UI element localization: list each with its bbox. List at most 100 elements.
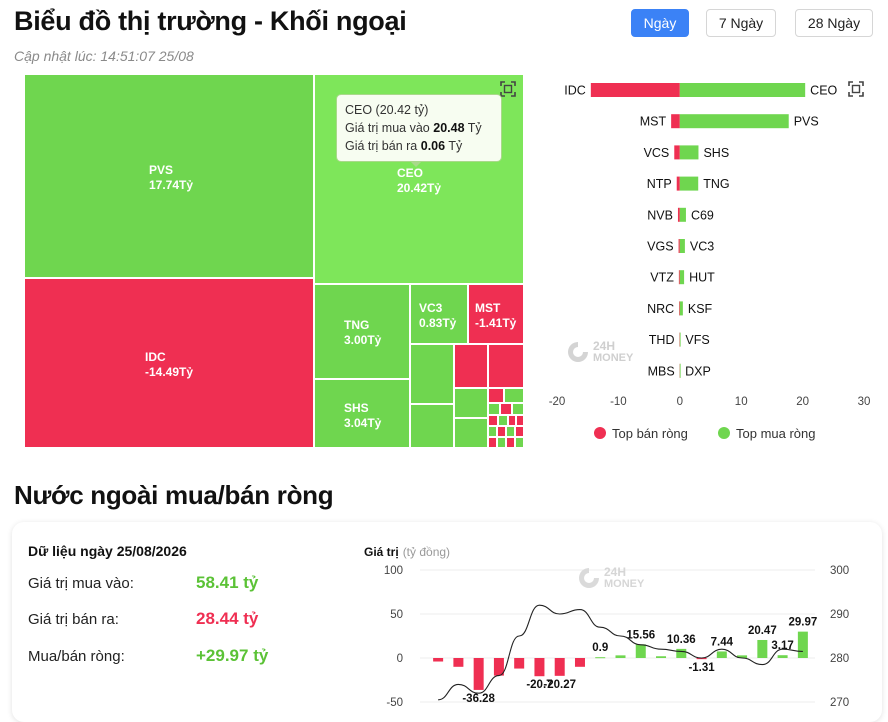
tile-small[interactable]: [515, 437, 524, 448]
money-logo-icon: [568, 342, 588, 362]
sell-value-label: Giá trị bán ra:: [28, 611, 119, 628]
page-title: Biểu đồ thị trường - Khối ngoại: [14, 6, 407, 36]
tile-small[interactable]: [515, 426, 524, 437]
tab-day[interactable]: Ngày: [631, 9, 689, 37]
net-value-label: Mua/bán ròng:: [28, 648, 125, 665]
treemap-tooltip: CEO (20.42 tỷ) Giá trị mua vào 20.48 Tỷ …: [336, 94, 502, 162]
sell-bar: [674, 145, 680, 160]
tile-code: TNG: [344, 318, 370, 332]
buy-label: KSF: [688, 302, 713, 316]
tile-mst[interactable]: MST -1.41Tỷ: [468, 284, 524, 344]
buy-bar: [679, 83, 806, 97]
legend-sell-marker: [594, 427, 606, 439]
tile-value: 17.74Tỷ: [149, 178, 194, 192]
sell-bar: [590, 83, 680, 97]
tile-small[interactable]: [500, 403, 512, 415]
tile-small[interactable]: [497, 426, 506, 437]
tile-small[interactable]: [454, 418, 488, 448]
tile-small[interactable]: [454, 344, 488, 388]
sell-label: NTP: [647, 177, 672, 191]
expand-icon[interactable]: [847, 80, 865, 98]
buy-value: 58.41 tỷ: [196, 573, 259, 592]
sell-label: THD: [649, 333, 675, 347]
tile-value: 20.42Tỷ: [397, 181, 442, 195]
tile-small[interactable]: [498, 415, 508, 426]
net-value: +29.97 tỷ: [196, 646, 269, 665]
tile-small[interactable]: [504, 388, 524, 403]
sell-bar: [678, 270, 680, 285]
net-bar: [737, 655, 748, 658]
x-tick-label: -20: [549, 396, 566, 408]
tile-small[interactable]: [488, 388, 504, 403]
tile-small[interactable]: [410, 404, 454, 448]
tile-small[interactable]: [410, 344, 454, 404]
tile-small[interactable]: [488, 403, 500, 415]
net-bar: [554, 658, 565, 676]
tile-vc3[interactable]: VC3 0.83Tỷ: [410, 284, 468, 344]
tile-code: PVS: [149, 163, 174, 177]
buy-value-label: Giá trị mua vào:: [28, 575, 134, 592]
expand-icon[interactable]: [499, 80, 517, 98]
net-bar: [757, 639, 768, 658]
sell-label: VGS: [647, 240, 673, 254]
watermark-line-1: 24H: [593, 339, 616, 353]
net-date-label: Dữ liệu ngày 25/08/2026: [28, 543, 187, 559]
bar-data-label: 0.9: [592, 642, 608, 654]
net-bar: [453, 658, 464, 667]
buy-bar: [679, 363, 681, 378]
net-bar: [797, 631, 808, 658]
tile-tng[interactable]: TNG 3.00Tỷ: [314, 284, 410, 379]
net-section-title: Nước ngoài mua/bán ròng: [14, 480, 334, 510]
buy-bar: [679, 207, 686, 222]
sell-label: VCS: [644, 146, 670, 160]
tile-small[interactable]: [516, 415, 524, 426]
bar-data-label: 7.44: [711, 636, 734, 648]
tile-small[interactable]: [488, 426, 497, 437]
legend-buy-label: Top mua ròng: [736, 426, 816, 441]
tile-small[interactable]: [497, 437, 506, 448]
buy-bar: [679, 114, 789, 129]
tile-shs[interactable]: SHS 3.04Tỷ: [314, 379, 410, 448]
tile-pvs[interactable]: PVS 17.74Tỷ: [24, 74, 314, 278]
tile-value: 3.04Tỷ: [344, 416, 382, 430]
buy-bar: [679, 176, 699, 191]
watermark-line-2: MONEY: [593, 352, 634, 364]
tile-small[interactable]: [454, 388, 488, 418]
watermark-line-1: 24H: [604, 565, 627, 579]
tab-7-days[interactable]: 7 Ngày: [706, 9, 776, 37]
net-bar: [595, 657, 606, 659]
net-bar: [534, 658, 545, 677]
tile-small[interactable]: [508, 415, 516, 426]
tile-value: 0.83Tỷ: [419, 316, 457, 330]
tile-small[interactable]: [488, 437, 497, 448]
bar-data-label: 20.47: [748, 625, 777, 637]
tile-small[interactable]: [488, 415, 498, 426]
tile-code: MST: [475, 301, 501, 315]
sell-label: MST: [640, 115, 667, 129]
net-bar: [635, 644, 646, 658]
tile-small[interactable]: [488, 344, 524, 388]
tile-small[interactable]: [506, 437, 515, 448]
sell-label: MBS: [648, 364, 675, 378]
buy-label: DXP: [685, 364, 711, 378]
top-net-bar-chart: IDC CEO MST PVS VCS SHS NTP TNG NVB C69 VGS VC3 VTZ H…: [549, 83, 871, 441]
tile-small[interactable]: [506, 426, 515, 437]
net-bar: [615, 655, 626, 658]
buy-bar: [679, 301, 683, 316]
y-tick-left: 100: [384, 565, 403, 577]
tile-code: SHS: [344, 401, 369, 415]
x-tick-label: 30: [858, 396, 871, 408]
tab-28-days[interactable]: 28 Ngày: [795, 9, 873, 37]
tile-idc[interactable]: IDC -14.49Tỷ: [24, 278, 314, 448]
sell-value: 28.44 tỷ: [196, 609, 259, 628]
bar-data-label: -20.7: [526, 679, 552, 691]
y-tick-right: 300: [830, 565, 849, 577]
x-tick-label: 20: [796, 396, 809, 408]
bar-data-label: -1.31: [688, 662, 715, 674]
treemap-chart: PVS 17.74Tỷ CEO 20.42Tỷ IDC -14.49Tỷ TNG…: [24, 74, 524, 448]
buy-label: CEO: [810, 84, 837, 98]
legend-buy-marker: [718, 427, 730, 439]
net-bar: [696, 658, 707, 660]
sell-bar: [676, 176, 680, 191]
tile-small[interactable]: [512, 403, 524, 415]
